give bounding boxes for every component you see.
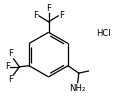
Text: F: F <box>5 62 10 71</box>
Text: F: F <box>59 11 64 20</box>
Text: HCl: HCl <box>95 29 109 38</box>
Text: F: F <box>8 75 13 84</box>
Text: F: F <box>46 4 51 13</box>
Text: F: F <box>8 49 13 58</box>
Text: F: F <box>33 11 38 20</box>
Text: NH₂: NH₂ <box>69 84 85 93</box>
